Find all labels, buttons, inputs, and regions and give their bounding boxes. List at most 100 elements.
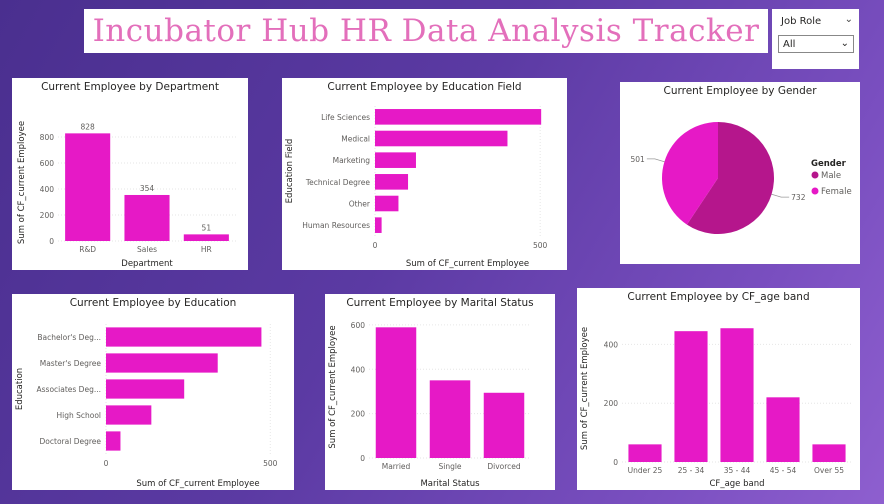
chevron-down-icon[interactable]: ⌄ (844, 14, 853, 25)
y-tick-label: Associates Deg... (37, 385, 102, 394)
pie-slice-female (662, 122, 718, 225)
bar-r-d (65, 133, 111, 241)
y-tick-label: Human Resources (302, 221, 370, 230)
x-tick-label: 500 (533, 241, 548, 250)
bar-25-34 (674, 331, 708, 462)
chart-title: Current Employee by Education Field (327, 81, 521, 93)
x-tick-label: 25 - 34 (678, 466, 705, 475)
y-axis-label: Sum of CF_current Employee (580, 327, 590, 450)
data-label: 828 (81, 122, 96, 131)
bar-single (429, 380, 471, 458)
y-tick-label: 0 (49, 237, 54, 246)
bar-sales (124, 194, 170, 241)
y-tick-label: Master's Degree (40, 359, 102, 368)
y-tick-label: 200 (604, 399, 619, 408)
y-tick-label: Life Sciences (321, 113, 370, 122)
x-tick-label: 45 - 54 (770, 466, 797, 475)
bar-life-sciences (375, 109, 542, 125)
slicer-label: Job Role (781, 16, 822, 27)
bar-bachelor-s-deg- (106, 327, 262, 347)
x-tick-label: R&D (79, 245, 96, 254)
y-tick-label: 0 (613, 458, 618, 467)
y-tick-label: 400 (604, 340, 619, 349)
x-axis-label: CF_age band (710, 479, 765, 489)
bar-associates-deg- (106, 379, 185, 399)
legend-marker-male (811, 171, 819, 179)
y-axis-label: Education (15, 368, 25, 410)
bar-under-25 (628, 444, 662, 462)
bar-marketing (375, 152, 416, 168)
data-label: 51 (202, 223, 212, 232)
bar-hr (183, 234, 229, 241)
x-tick-label: Sales (137, 245, 157, 254)
pie-leader-line (771, 193, 790, 198)
chart-title: Current Employee by CF_age band (627, 291, 809, 303)
data-label: 354 (140, 184, 155, 193)
y-tick-label: Other (349, 200, 371, 209)
x-tick-label: 500 (263, 459, 278, 468)
y-tick-label: 600 (40, 159, 55, 168)
chart-panel-age-band[interactable]: Current Employee by CF_age band 0 200 400 Un… (577, 288, 860, 490)
x-tick-label: Over 55 (814, 466, 844, 475)
chart-education-field-svg: Current Employee by Education Field 0 500 L… (285, 81, 548, 269)
y-tick-label: High School (56, 411, 101, 420)
y-tick-label: 200 (351, 410, 366, 419)
chart-panel-department[interactable]: Current Employee by Department 0 200 400 600… (12, 78, 248, 270)
chart-education-svg: Current Employee by Education 0 500 Bachelo… (15, 297, 278, 489)
x-tick-label: HR (201, 245, 212, 254)
y-tick-label: Technical Degree (305, 178, 371, 187)
bar-45-54 (766, 397, 800, 462)
y-axis-label: Sum of CF_current Employee (328, 325, 338, 448)
x-tick-label: 35 - 44 (724, 466, 751, 475)
y-tick-label: 600 (351, 321, 366, 330)
y-axis-label: Education Field (285, 139, 295, 204)
x-axis-label: Sum of CF_current Employee (406, 259, 529, 269)
chart-panel-education[interactable]: Current Employee by Education 0 500 Bachelo… (12, 294, 294, 490)
y-tick-label: Marketing (333, 156, 371, 165)
job-role-dropdown[interactable]: All ⌄ (778, 35, 854, 53)
bar-doctoral-degree (106, 431, 121, 451)
bar-married (375, 327, 417, 458)
chart-age-band-svg: Current Employee by CF_age band 0 200 400 Un… (580, 291, 852, 489)
x-tick-label: Divorced (487, 462, 521, 471)
legend-marker-female (811, 187, 819, 195)
chart-panel-gender[interactable]: Current Employee by Gender 732 501 Gender Ma… (620, 82, 860, 264)
x-axis-label: Department (121, 259, 173, 269)
bar-master-s-degree (106, 353, 218, 373)
legend-entry: Male (821, 171, 841, 181)
chart-department-svg: Current Employee by Department 0 200 400 600… (17, 81, 236, 269)
data-label: 732 (791, 193, 806, 202)
y-tick-label: 800 (40, 133, 55, 142)
y-tick-label: 400 (40, 185, 55, 194)
y-tick-label: Bachelor's Deg... (37, 333, 101, 342)
chart-marital-status-svg: Current Employee by Marital Status 0 200 40… (328, 297, 534, 489)
bar-human-resources (375, 217, 382, 233)
bar-high-school (106, 405, 152, 425)
legend-title: Gender (811, 159, 847, 169)
x-tick-label: Married (382, 462, 411, 471)
bar-divorced (483, 392, 525, 458)
chart-title: Current Employee by Education (70, 297, 237, 309)
y-tick-label: 200 (40, 211, 55, 220)
chart-title: Current Employee by Marital Status (346, 297, 533, 309)
chart-panel-marital-status[interactable]: Current Employee by Marital Status 0 200 40… (325, 294, 555, 490)
x-axis-label: Sum of CF_current Employee (136, 479, 259, 489)
x-tick-label: Under 25 (628, 466, 663, 475)
y-axis-label: Sum of CF_current Employee (17, 121, 27, 244)
y-tick-label: 400 (351, 365, 366, 374)
x-axis-label: Marital Status (420, 479, 480, 489)
y-tick-label: 0 (360, 454, 365, 463)
chart-title: Current Employee by Gender (663, 85, 817, 97)
chart-panel-education-field[interactable]: Current Employee by Education Field 0 500 L… (282, 78, 567, 270)
bar-other (375, 195, 399, 212)
chart-title: Current Employee by Department (41, 81, 219, 93)
bar-35-44 (720, 328, 754, 462)
data-label: 501 (631, 155, 646, 164)
x-tick-label: 0 (104, 459, 109, 468)
chart-gender-svg: Current Employee by Gender 732 501 Gender Ma… (631, 85, 852, 234)
bar-medical (375, 130, 508, 147)
pie-leader-line (646, 158, 665, 163)
x-tick-label: Single (438, 462, 461, 471)
job-role-slicer[interactable]: Job Role ⌄ All ⌄ (772, 9, 859, 69)
pie-slice-male (686, 122, 774, 234)
